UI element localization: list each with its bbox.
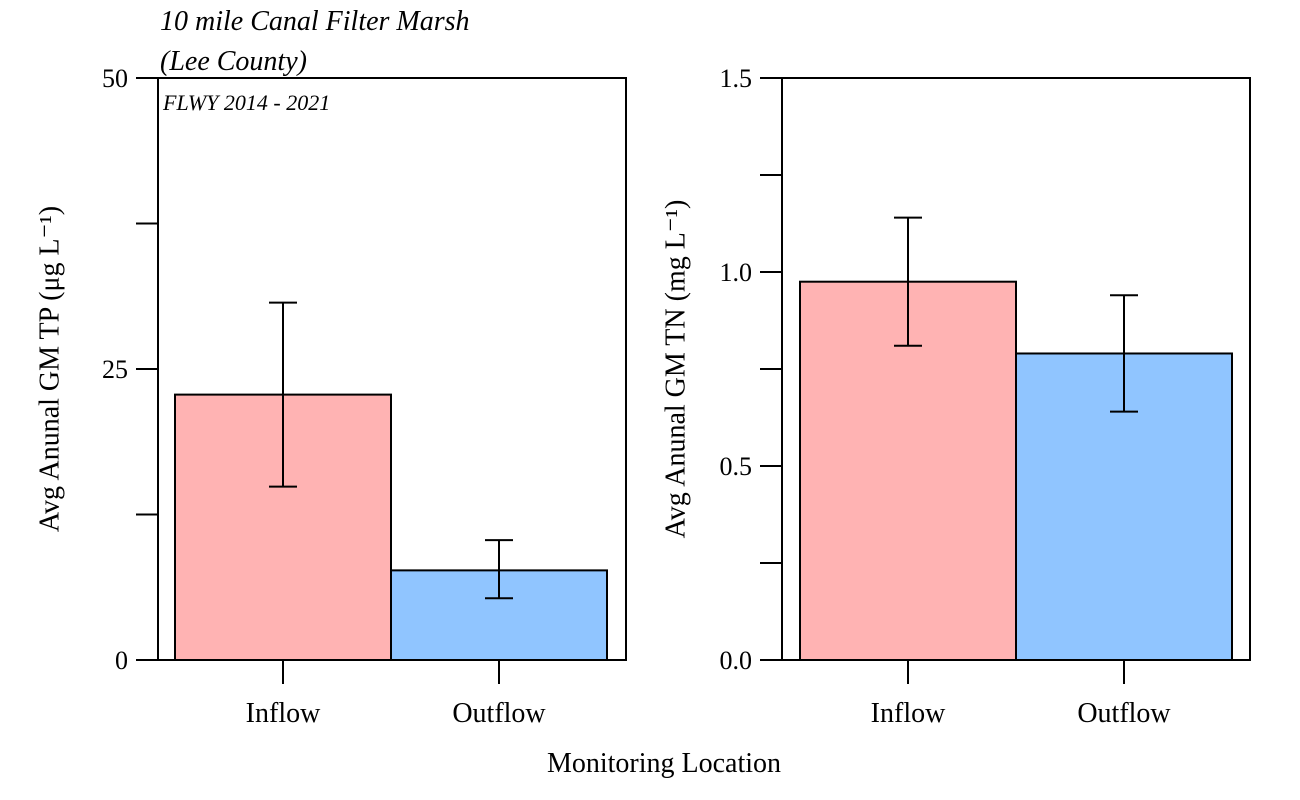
tn-category-label-outflow: Outflow [1077, 698, 1171, 729]
tp-category-label-inflow: Inflow [246, 698, 321, 729]
tn-error-bar-outflow [1110, 294, 1138, 413]
tp-y-tick-label: 25 [102, 355, 128, 384]
tn-y-tick-label: 0.0 [720, 646, 753, 675]
tp-error-bar-inflow [269, 301, 297, 488]
tp-y-axis-title: Avg Anunal GM TP (μg L⁻¹) [34, 206, 65, 532]
tn-y-tick-label: 0.5 [720, 452, 753, 481]
tn-panel: 0.0 0.5 1.0 1.5 Inflow Outflow Avg Anunal GM T… [660, 64, 1251, 729]
tp-panel: 0 25 50 Inflow Outflow Avg Anunal GM TP (μg L… [34, 64, 627, 729]
figure-subtitle: FLWY 2014 - 2021 [162, 90, 330, 115]
figure-title-line1: 10 mile Canal Filter Marsh [160, 6, 470, 37]
tp-y-tick-label: 50 [102, 64, 128, 93]
tn-y-axis-title: Avg Anunal GM TN (mg L⁻¹) [660, 200, 691, 539]
x-axis-title: Monitoring Location [547, 748, 781, 779]
tp-category-label-outflow: Outflow [452, 698, 546, 729]
tp-y-tick-label: 0 [115, 646, 128, 675]
tn-y-tick-label: 1.5 [720, 64, 753, 93]
tn-category-label-inflow: Inflow [871, 698, 946, 729]
tn-y-tick-label: 1.0 [720, 258, 753, 287]
figure-title-line2: (Lee County) [160, 46, 307, 77]
tp-error-bar-outflow [485, 539, 513, 600]
tn-error-bar-inflow [894, 216, 922, 347]
